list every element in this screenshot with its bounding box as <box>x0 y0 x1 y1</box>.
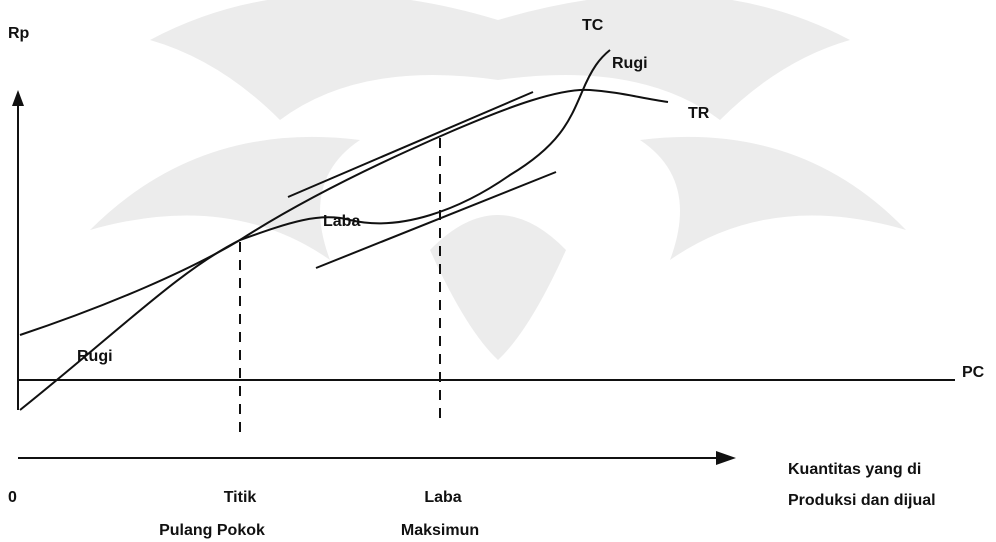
max-profit-label: Maksimun <box>401 522 479 539</box>
profit-label: Laba <box>323 213 360 230</box>
loss-top-label: Rugi <box>612 55 648 72</box>
tr-label: TR <box>688 105 710 122</box>
tc-label: TC <box>582 17 604 34</box>
break-even-label: Titik <box>224 489 257 506</box>
break-even-label: Pulang Pokok <box>159 522 265 539</box>
y-axis-arrow <box>12 90 24 106</box>
y-label: Rp <box>8 25 30 42</box>
loss-bottom-label: Rugi <box>77 348 113 365</box>
diagram: Rp TC Rugi TR Laba Rugi PC 0 Titik Pulan… <box>0 0 996 542</box>
origin-label: 0 <box>8 489 17 506</box>
pc-label: PC <box>962 364 985 381</box>
max-profit-label: Laba <box>424 489 461 506</box>
x-label: Produksi dan dijual <box>788 492 936 509</box>
watermark <box>90 0 906 360</box>
x-label: Kuantitas yang di <box>788 461 921 478</box>
quantity-axis-arrow <box>716 451 736 465</box>
